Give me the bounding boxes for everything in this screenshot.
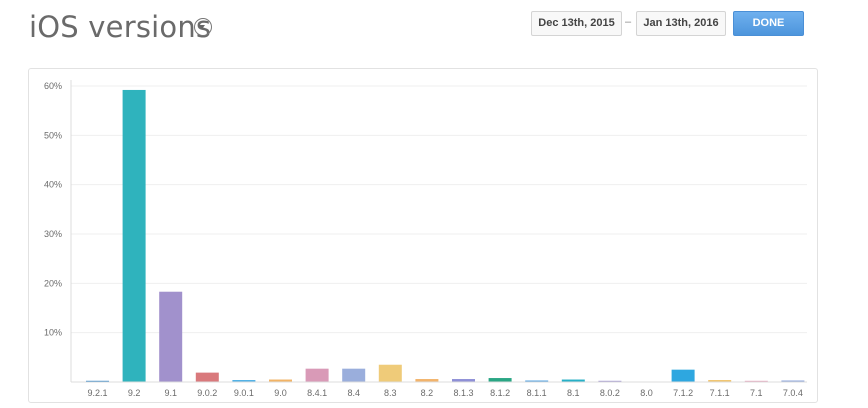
grid-lines: [71, 85, 807, 334]
x-axis-ticks: 9.2.1 9.2 9.1 9.0.2 9.0.1 9.0 8.4.1 8.4 8.3 8.2 8.…: [87, 388, 802, 398]
bar[interactable]: [232, 380, 256, 382]
bar[interactable]: [415, 379, 439, 382]
bar[interactable]: [452, 379, 475, 382]
y-tick-label: 40%: [44, 180, 62, 190]
x-tick-label: 8.1.2: [490, 388, 510, 398]
x-tick-label: 8.0.2: [600, 388, 620, 398]
x-tick-label: 8.4.1: [307, 388, 327, 398]
bar[interactable]: [305, 368, 329, 382]
bar[interactable]: [525, 380, 549, 382]
done-button[interactable]: DONE: [733, 11, 804, 36]
x-tick-label: 9.2: [128, 388, 141, 398]
x-tick-label: 8.1: [567, 388, 580, 398]
x-tick-label: 9.0: [274, 388, 287, 398]
y-tick-label: 20%: [44, 278, 62, 288]
end-date-field[interactable]: Jan 13th, 2016: [636, 11, 726, 36]
bar[interactable]: [671, 369, 695, 382]
x-tick-label: 9.1: [164, 388, 177, 398]
y-tick-label: 60%: [44, 81, 62, 91]
bar[interactable]: [598, 380, 622, 382]
bar[interactable]: [122, 89, 146, 383]
x-tick-label: 7.1.1: [710, 388, 730, 398]
bar[interactable]: [86, 380, 109, 382]
x-tick-label: 8.2: [421, 388, 434, 398]
chevron-down-icon[interactable]: [194, 18, 212, 36]
bar-chart: 10% 20% 30% 40% 50% 60% 9.2.1 9.2 9.1 9.0.2 9.0.1…: [44, 80, 807, 398]
bars: [86, 89, 805, 383]
x-tick-label: 8.4: [347, 388, 360, 398]
bar[interactable]: [488, 378, 512, 382]
y-tick-label: 10%: [44, 328, 62, 338]
x-tick-label: 7.1: [750, 388, 763, 398]
x-tick-label: 7.0.4: [783, 388, 803, 398]
x-tick-label: 8.3: [384, 388, 397, 398]
x-tick-label: 9.2.1: [87, 388, 107, 398]
bar[interactable]: [781, 380, 805, 382]
y-tick-label: 30%: [44, 229, 62, 239]
x-tick-label: 8.1.1: [527, 388, 547, 398]
date-range-separator: –: [625, 16, 632, 28]
bar[interactable]: [561, 379, 585, 382]
bar[interactable]: [269, 379, 292, 382]
x-tick-label: 7.1.2: [673, 388, 693, 398]
bar[interactable]: [378, 364, 402, 382]
y-axis-ticks: 10% 20% 30% 40% 50% 60%: [44, 81, 62, 338]
bar[interactable]: [195, 372, 219, 382]
x-tick-label: 8.0: [640, 388, 653, 398]
chart-panel: 10% 20% 30% 40% 50% 60% 9.2.1 9.2 9.1 9.0.2 9.0.1…: [28, 68, 818, 403]
bar[interactable]: [159, 291, 183, 382]
header: iOS versions Dec 13th, 2015 – Jan 13th, …: [0, 0, 868, 60]
bar[interactable]: [708, 380, 732, 382]
bar[interactable]: [342, 368, 366, 382]
y-tick-label: 50%: [44, 130, 62, 140]
x-tick-label: 8.1.3: [453, 388, 473, 398]
page-title: iOS versions: [29, 10, 212, 44]
x-tick-label: 9.0.2: [197, 388, 217, 398]
x-tick-label: 9.0.1: [234, 388, 254, 398]
start-date-field[interactable]: Dec 13th, 2015: [531, 11, 622, 36]
bar[interactable]: [744, 380, 768, 382]
